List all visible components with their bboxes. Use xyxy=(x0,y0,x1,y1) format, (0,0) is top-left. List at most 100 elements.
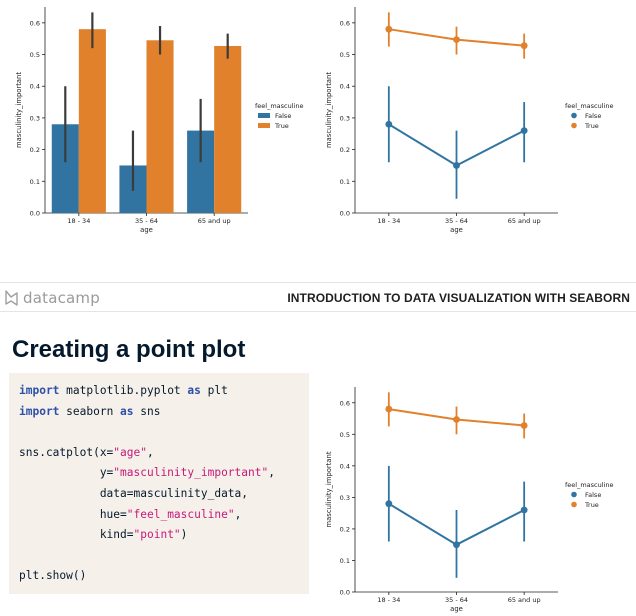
y-tick-label: 0.5 xyxy=(340,51,350,59)
legend-title: feel_masculine xyxy=(255,102,303,110)
data-point-false xyxy=(385,500,393,508)
bar-true xyxy=(146,40,174,214)
y-tick-label: 0.3 xyxy=(340,114,350,122)
code-line xyxy=(19,422,299,443)
data-point-true xyxy=(453,416,460,423)
code-text: hue= xyxy=(19,507,127,521)
code-keyword: import xyxy=(19,384,60,397)
code-text: kind= xyxy=(19,528,134,542)
legend-title: feel_masculine xyxy=(565,481,613,489)
code-line: plt.show() xyxy=(19,566,299,587)
y-tick-label: 0.1 xyxy=(340,178,350,186)
legend-label: True xyxy=(584,501,599,509)
bar-true xyxy=(78,29,106,213)
y-tick-label: 0.6 xyxy=(340,19,350,27)
code-text: plt xyxy=(200,384,228,397)
y-tick-label: 0.6 xyxy=(30,19,40,27)
legend-swatch xyxy=(258,123,270,128)
code-block: import matplotlib.pyplot as plt import se… xyxy=(9,373,309,594)
data-point-false xyxy=(453,162,460,169)
code-text: , xyxy=(146,445,154,459)
slide-header-bar: datacamp INTRODUCTION TO DATA VISUALIZAT… xyxy=(0,282,636,312)
y-tick-label: 0.2 xyxy=(340,525,350,533)
data-point-true xyxy=(385,405,393,413)
data-point-true xyxy=(385,25,393,33)
x-tick-label: 35 - 64 xyxy=(445,217,468,225)
code-text: seaborn xyxy=(59,404,121,418)
code-string: "masculinity_important" xyxy=(113,466,269,480)
x-tick-label: 18 - 34 xyxy=(377,596,400,604)
data-point-true xyxy=(520,42,528,50)
code-line: import matplotlib.pyplot as plt xyxy=(19,381,299,402)
code-text: ) xyxy=(180,528,188,542)
y-axis-label: masculinity_important xyxy=(15,72,23,148)
y-tick-label: 0.0 xyxy=(340,589,350,597)
datacamp-logo: datacamp xyxy=(4,288,100,308)
legend-swatch xyxy=(258,113,270,118)
code-line: import seaborn as sns xyxy=(19,402,299,423)
y-tick-label: 0.5 xyxy=(30,51,40,59)
legend-label: True xyxy=(274,122,289,130)
code-text: matplotlib.pyplot xyxy=(59,384,188,397)
code-string: "feel_masculine" xyxy=(126,507,235,521)
legend-label: False xyxy=(585,112,601,120)
x-tick-label: 18 - 34 xyxy=(67,217,90,225)
legend-label: True xyxy=(584,122,599,130)
x-axis-label: age xyxy=(450,226,463,234)
code-keyword: import xyxy=(19,404,60,418)
code-keyword: as xyxy=(120,404,134,418)
code-text: y= xyxy=(19,466,114,480)
x-tick-label: 65 and up xyxy=(508,596,541,604)
legend-title: feel_masculine xyxy=(565,102,613,110)
code-text: , xyxy=(268,466,275,480)
code-text: plt.show() xyxy=(19,569,87,583)
y-tick-label: 0.4 xyxy=(340,83,350,91)
y-tick-label: 0.0 xyxy=(340,210,350,218)
legend-marker xyxy=(571,112,577,119)
x-tick-label: 35 - 64 xyxy=(445,596,468,604)
y-axis-label: masculinity_important xyxy=(325,72,333,148)
code-line: sns.catplot(x="age", xyxy=(19,443,299,464)
data-point-false xyxy=(453,541,460,549)
code-text: sns.catplot(x= xyxy=(19,445,114,459)
code-line: data=masculinity_data, xyxy=(19,484,299,505)
code-string: "point" xyxy=(133,528,181,542)
data-point-false xyxy=(520,506,528,514)
code-string: "age" xyxy=(113,445,147,459)
y-tick-label: 0.3 xyxy=(30,114,40,122)
y-tick-label: 0.4 xyxy=(30,83,40,91)
y-tick-label: 0.1 xyxy=(30,178,40,186)
legend-label: False xyxy=(585,491,601,499)
slide-content: Creating a point plot import matplotlib.… xyxy=(0,322,636,616)
bar-plot: 0.0 0.1 0.2 0.3 0.4 0.5 0.6 masculinity_importa… xyxy=(15,7,303,234)
legend-marker xyxy=(571,122,577,129)
point-plot-top: 0.0 0.1 0.2 0.3 0.4 0.5 0.6 masculinity_importa… xyxy=(325,7,613,234)
code-text: sns xyxy=(133,404,161,418)
x-tick-label: 18 - 34 xyxy=(377,217,400,225)
y-tick-label: 0.2 xyxy=(30,146,40,154)
legend-marker xyxy=(571,501,577,508)
code-line: kind="point") xyxy=(19,525,299,546)
code-keyword: as xyxy=(187,384,201,397)
y-axis-label: masculinity_important xyxy=(325,451,333,527)
code-text: , xyxy=(234,507,242,521)
y-tick-label: 0.1 xyxy=(340,557,350,565)
bar-true xyxy=(214,45,242,213)
code-line: hue="feel_masculine", xyxy=(19,505,299,526)
data-point-true xyxy=(520,422,528,429)
data-point-true xyxy=(453,36,460,44)
legend-label: False xyxy=(275,112,291,120)
data-point-false xyxy=(385,120,393,128)
y-tick-label: 0.0 xyxy=(30,210,40,218)
x-axis-label: age xyxy=(140,226,153,234)
y-tick-label: 0.3 xyxy=(340,494,350,502)
point-plot-bottom: 0.0 0.1 0.2 0.3 0.4 0.5 0.6 masculinity_importa… xyxy=(325,387,613,613)
slide-title: Creating a point plot xyxy=(12,336,246,363)
x-tick-label: 35 - 64 xyxy=(135,217,158,225)
code-line xyxy=(19,546,299,567)
y-tick-label: 0.4 xyxy=(340,462,350,470)
course-title: INTRODUCTION TO DATA VISUALIZATION WITH … xyxy=(287,291,630,305)
brand-name: datacamp xyxy=(23,289,100,307)
y-tick-label: 0.2 xyxy=(340,146,350,154)
previous-slide-plots: 0.0 0.1 0.2 0.3 0.4 0.5 0.6 masculinity_importa… xyxy=(0,0,636,282)
